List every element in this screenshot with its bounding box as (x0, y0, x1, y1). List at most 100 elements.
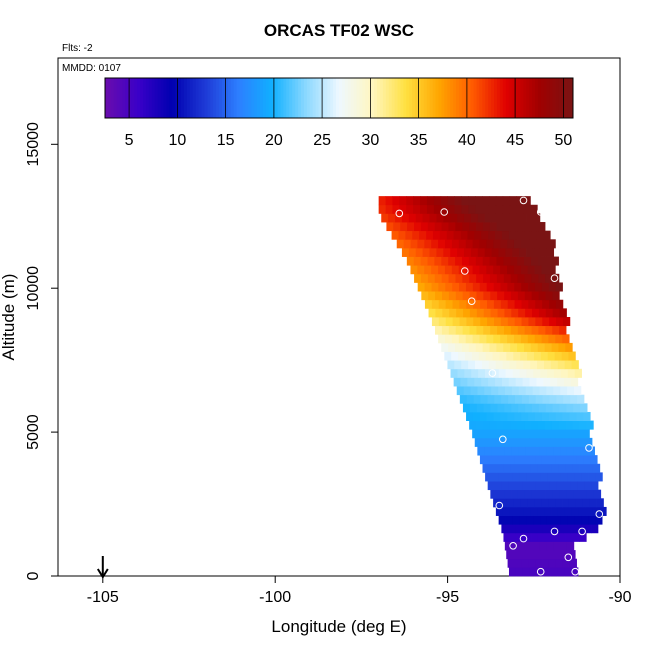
colorbar-segment (458, 78, 463, 118)
heatmap-cell (493, 317, 502, 327)
heatmap-cell (563, 481, 571, 491)
colorbar-segment (283, 78, 287, 118)
heatmap-cell (477, 247, 486, 257)
flights-note: Flts: -2 (62, 43, 93, 54)
heatmap-cell (572, 532, 580, 542)
heatmap-cell (392, 196, 400, 206)
heatmap-cell (548, 282, 557, 292)
heatmap-cell (518, 403, 526, 413)
heatmap-cell (517, 489, 526, 499)
heatmap-cell (529, 481, 537, 491)
heatmap-cell (434, 273, 443, 283)
heatmap-cell (535, 524, 544, 534)
heatmap-cell (481, 377, 489, 387)
heatmap-cell (419, 230, 427, 240)
colorbar-segment (570, 78, 574, 118)
heatmap-cell (482, 463, 490, 473)
heatmap-cell (410, 239, 418, 249)
heatmap-cell (537, 360, 545, 370)
colorbar-segment (499, 78, 504, 118)
heatmap-cell (509, 437, 517, 447)
heatmap-cell (514, 411, 522, 421)
colorbar-segment (295, 78, 299, 118)
heatmap-cell (551, 420, 560, 430)
heatmap-cell (399, 204, 407, 214)
heatmap-cell (537, 342, 546, 352)
heatmap-cell (580, 403, 588, 413)
heatmap-cell (563, 524, 571, 534)
heatmap-cell (392, 204, 400, 214)
heatmap-cell (554, 351, 562, 361)
heatmap-cell (496, 463, 504, 473)
heatmap-cell (542, 558, 550, 568)
heatmap-cell (495, 437, 503, 447)
heatmap-cell (477, 386, 485, 396)
heatmap-cell (519, 213, 527, 223)
colorbar-segment (230, 78, 235, 118)
heatmap-cell (438, 299, 447, 309)
heatmap-cell (434, 256, 442, 266)
colorbar-segment (429, 78, 434, 118)
heatmap-cell (524, 532, 532, 542)
heatmap-cell (442, 308, 450, 318)
heatmap-cell (559, 308, 567, 318)
heatmap-cell (424, 239, 432, 249)
heatmap-cell (476, 291, 484, 301)
heatmap-cell (514, 282, 522, 292)
heatmap-cell (515, 567, 524, 577)
heatmap-cell (567, 368, 576, 378)
heatmap-cell (551, 463, 559, 473)
colorbar-segment (222, 78, 226, 118)
colorbar-segment (262, 78, 267, 118)
heatmap-cell (481, 230, 489, 240)
heatmap-cell (499, 351, 507, 361)
heatmap-cell (557, 360, 566, 370)
heatmap-cell (576, 455, 584, 465)
colorbar-segment (327, 78, 331, 118)
colorbar-segment (116, 78, 121, 118)
heatmap-cell (508, 377, 517, 387)
heatmap-cell (413, 204, 421, 214)
heatmap-cell (483, 273, 491, 283)
heatmap-cell (589, 498, 597, 508)
heatmap-cell (484, 386, 492, 396)
heatmap-cell (421, 291, 429, 301)
heatmap-cell (548, 411, 557, 421)
heatmap-cell (547, 472, 555, 482)
heatmap-cell (481, 360, 490, 370)
heatmap-cell (520, 550, 528, 560)
colorbar-segment (374, 78, 378, 118)
heatmap-cell (428, 291, 436, 301)
heatmap-cell (420, 222, 429, 232)
colorbar-segment (204, 78, 208, 118)
heatmap-cell (527, 351, 535, 361)
heatmap-cell (588, 472, 596, 482)
heatmap-cell (420, 204, 428, 214)
heatmap-cell (422, 213, 430, 223)
heatmap-cell (448, 256, 456, 266)
heatmap-cell (535, 481, 544, 491)
heatmap-cell (517, 532, 525, 542)
colorbar-segment (315, 78, 320, 118)
heatmap-cell (511, 489, 519, 499)
heatmap-cell (506, 351, 514, 361)
heatmap-cell (489, 463, 497, 473)
heatmap-cell (541, 498, 549, 508)
heatmap-cell (527, 239, 536, 249)
heatmap-cell (552, 489, 560, 499)
heatmap-cell (449, 308, 457, 318)
heatmap-cell (444, 351, 452, 361)
colorbar-segment (502, 78, 507, 118)
heatmap-cell (422, 247, 430, 257)
colorbar-segment (379, 78, 384, 118)
heatmap-cell (381, 213, 389, 223)
heatmap-cell (464, 368, 472, 378)
heatmap-cell (456, 386, 465, 396)
heatmap-cell (499, 429, 508, 439)
colorbar-segment (438, 78, 442, 118)
heatmap-cell (540, 351, 549, 361)
heatmap-cell (526, 247, 534, 257)
heatmap-cell (448, 273, 456, 283)
heatmap-cell (538, 273, 546, 283)
heatmap-cell (459, 394, 468, 404)
